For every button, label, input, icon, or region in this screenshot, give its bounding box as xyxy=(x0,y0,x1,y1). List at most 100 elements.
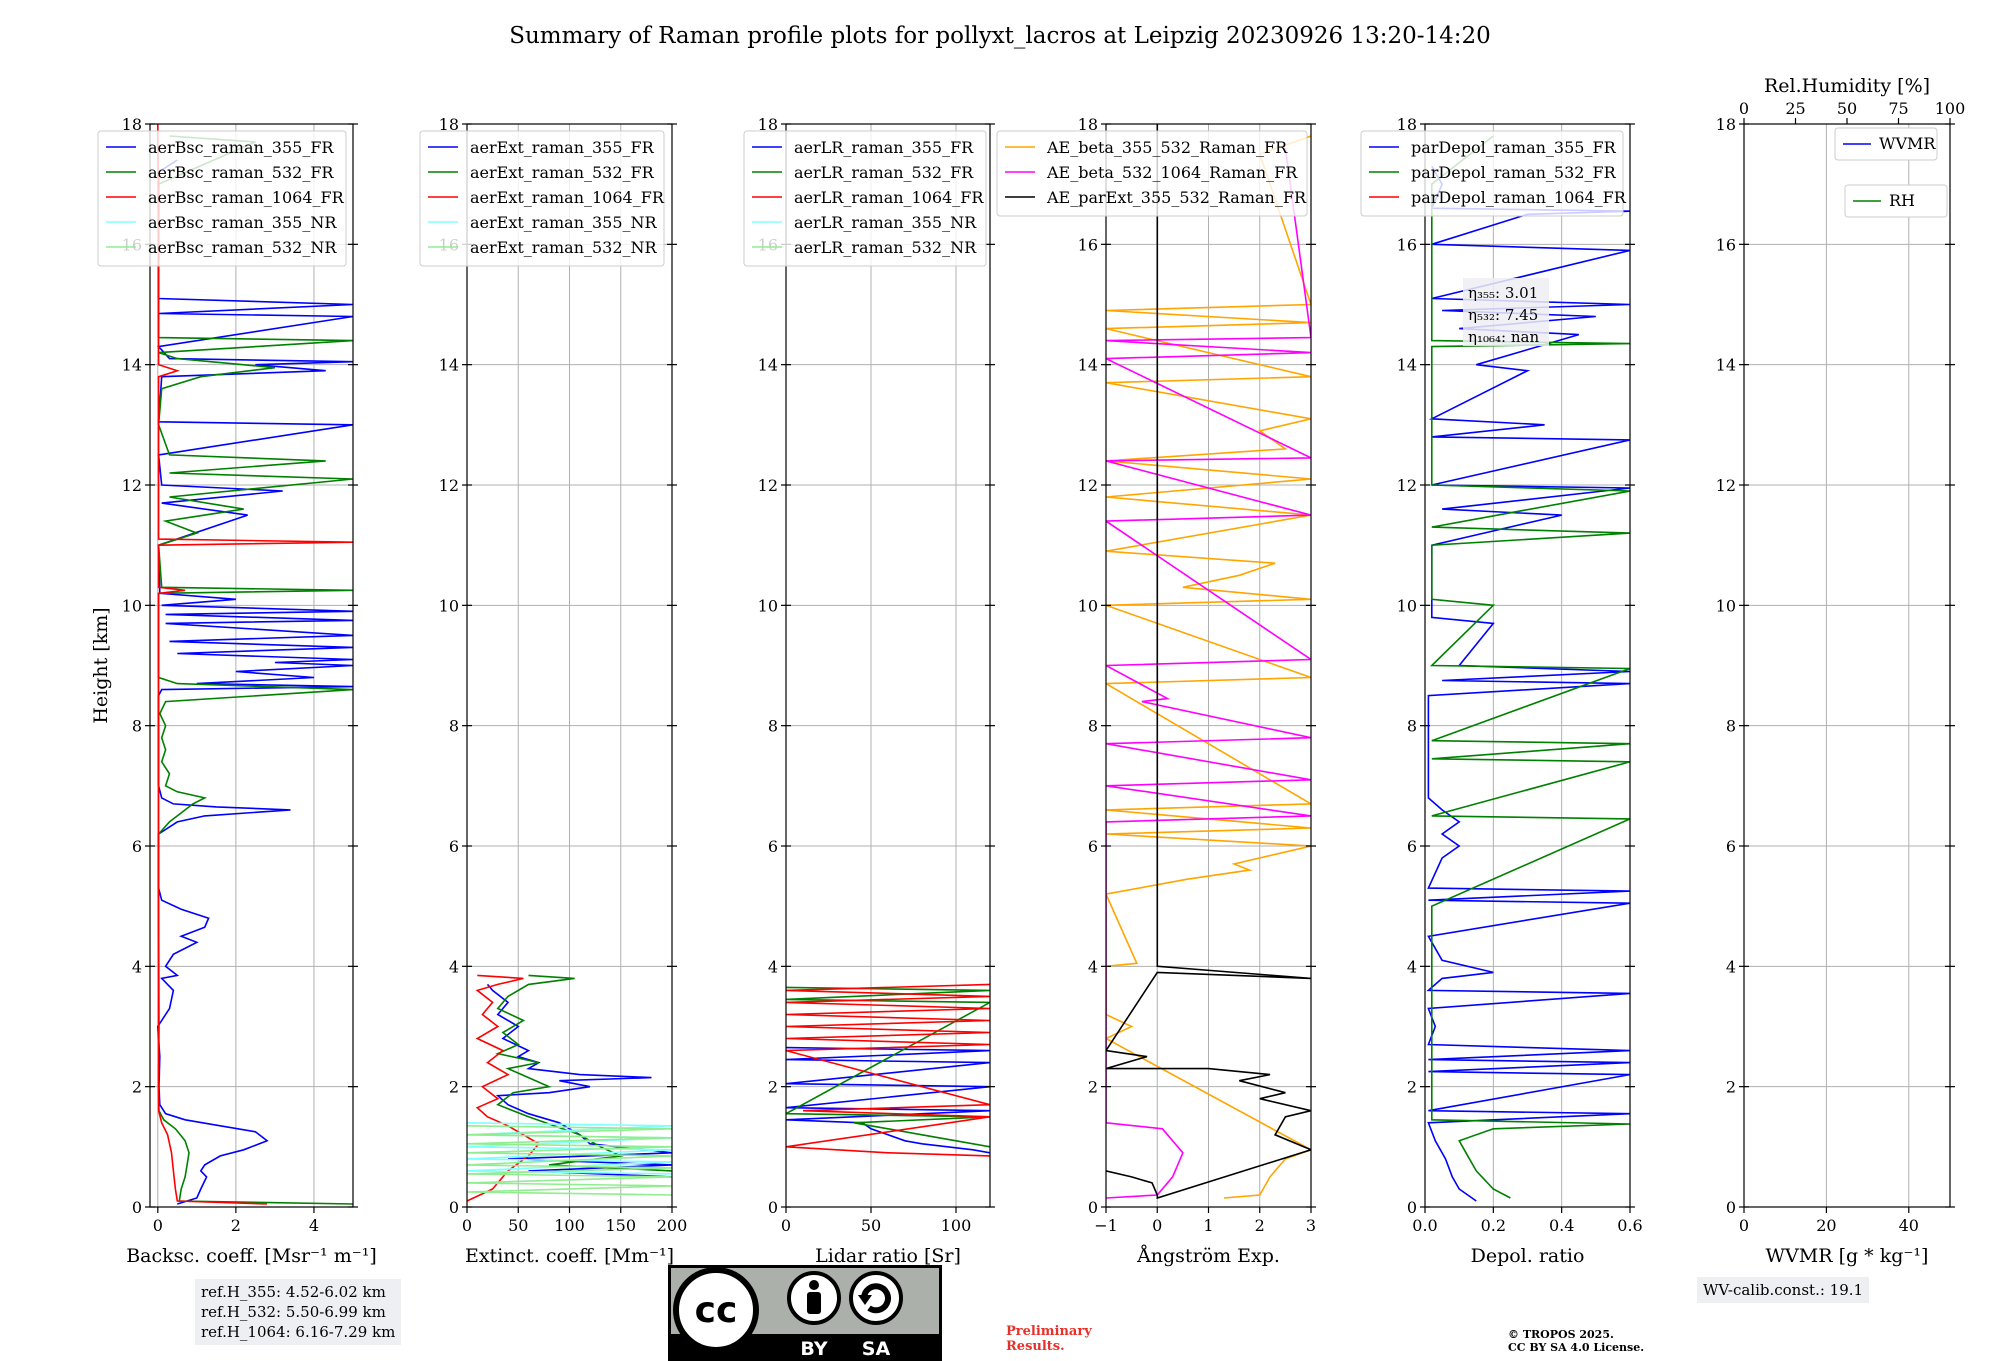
y-tick-label: 6 xyxy=(449,837,459,856)
y-tick-label: 14 xyxy=(1078,356,1098,375)
panel-bsc: 024681012141618024Backsc. coeff. [Msr⁻¹ … xyxy=(90,115,377,1267)
y-tick-label: 18 xyxy=(1078,115,1098,134)
y-tick-label: 14 xyxy=(439,356,459,375)
x-tick-label: 2 xyxy=(231,1216,241,1235)
legend-box xyxy=(1360,130,1624,217)
series-line-parDepol_raman_532_FR xyxy=(1429,135,1630,1199)
y-tick-label: 12 xyxy=(1397,476,1417,495)
y-tick-label: 0 xyxy=(1726,1198,1736,1217)
cc-circle-icon xyxy=(673,1267,759,1353)
legend-box xyxy=(97,130,347,267)
y-tick-label: 12 xyxy=(1078,476,1098,495)
axes-frame xyxy=(785,123,991,1208)
preliminary-note: Preliminary Results. xyxy=(1006,1324,1092,1354)
series-line-AE_beta_355_532_Raman_FR xyxy=(1106,135,1311,1199)
x-tick-label: 150 xyxy=(605,1216,636,1235)
y-tick-label: 4 xyxy=(449,957,459,976)
y-tick-label: 18 xyxy=(1397,115,1417,134)
x-tick-label: 1 xyxy=(1203,1216,1213,1235)
x-tick-label: 0.2 xyxy=(1481,1216,1506,1235)
y-tick-label: 14 xyxy=(1716,356,1736,375)
legend-label-aerBsc_raman_355_FR: aerBsc_raman_355_FR xyxy=(148,138,334,157)
panel-lr: 024681012141618050100Lidar ratio [Sr]aer… xyxy=(743,115,995,1267)
y-tick-label: 0 xyxy=(449,1198,459,1217)
legend-label-aerExt_raman_355_FR: aerExt_raman_355_FR xyxy=(470,138,655,157)
legend-box xyxy=(1834,127,1938,161)
series-line-aerLR_raman_1064_FR xyxy=(786,983,990,1157)
legend: parDepol_raman_355_FR parDepol_raman_532_… xyxy=(1360,130,1627,217)
legend-label-parDepol_raman_355_FR: parDepol_raman_355_FR xyxy=(1411,138,1617,157)
series-line-aerLR_raman_355_FR xyxy=(786,1046,990,1154)
y-tick-label: 2 xyxy=(449,1078,459,1097)
legend-label-RH: RH xyxy=(1889,191,1915,210)
x-axis-label: Lidar ratio [Sr] xyxy=(815,1245,961,1267)
y-axis-label: Height [km] xyxy=(90,607,112,723)
series-line-aerExt_raman_1064_FR xyxy=(467,974,541,1202)
x-tick-label: 0 xyxy=(153,1216,163,1235)
legend-label-AE_beta_532_1064_Raman_FR: AE_beta_532_1064_Raman_FR xyxy=(1046,163,1298,182)
eta-text: η₁₀₆₄: nan xyxy=(1468,328,1539,346)
series-group xyxy=(1106,124,1311,1200)
wv-calib-text: WV-calib.const.: 19.1 xyxy=(1703,1281,1864,1299)
series-line-parDepol_raman_355_FR xyxy=(1426,165,1630,1202)
y-tick-label: 4 xyxy=(1088,957,1098,976)
y-tick-label: 0 xyxy=(132,1198,142,1217)
y-tick-label: 10 xyxy=(758,596,778,615)
x-tick-label: 20 xyxy=(1816,1216,1836,1235)
legend: aerExt_raman_355_FR aerExt_raman_532_FRae… xyxy=(419,130,665,267)
axes-frame xyxy=(1424,123,1631,1208)
y-tick-label: 8 xyxy=(1088,717,1098,736)
y-tick-label: 10 xyxy=(439,596,459,615)
x-tick-label: 0 xyxy=(1739,1216,1749,1235)
series-line-aerBsc_raman_1064_FR xyxy=(157,124,353,1205)
legend-label-aerExt_raman_1064_FR: aerExt_raman_1064_FR xyxy=(470,188,665,207)
y-tick-label: 0 xyxy=(1407,1198,1417,1217)
top-x-tick-label: 25 xyxy=(1785,99,1805,118)
x-tick-label: 50 xyxy=(861,1216,881,1235)
series-group xyxy=(467,974,672,1202)
x-tick-label: 100 xyxy=(554,1216,585,1235)
top-x-tick-label: 50 xyxy=(1837,99,1857,118)
x-tick-label: 2 xyxy=(1255,1216,1265,1235)
y-tick-label: 10 xyxy=(1716,596,1736,615)
y-tick-label: 6 xyxy=(1088,837,1098,856)
preliminary-line-2: Results. xyxy=(1006,1339,1065,1354)
y-tick-label: 12 xyxy=(122,476,142,495)
ref-height-355: ref.H_355: 4.52-6.02 km xyxy=(201,1283,386,1301)
y-tick-label: 2 xyxy=(768,1078,778,1097)
series-line-aerBsc_raman_355_FR xyxy=(156,159,353,1205)
figure-title: Summary of Raman profile plots for polly… xyxy=(509,23,1491,49)
top-x-tick-label: 100 xyxy=(1935,99,1966,118)
x-axis-label: Ångström Exp. xyxy=(1136,1245,1280,1267)
x-tick-label: 3 xyxy=(1306,1216,1316,1235)
copyright-line-2: CC BY SA 4.0 License. xyxy=(1508,1341,1645,1354)
y-tick-label: 4 xyxy=(1726,957,1736,976)
legend-label-aerExt_raman_355_NR: aerExt_raman_355_NR xyxy=(470,213,658,232)
y-tick-label: 18 xyxy=(758,115,778,134)
legend: AE_beta_355_532_Raman_FR AE_beta_532_1064… xyxy=(996,130,1308,217)
cc-by-label: BY xyxy=(800,1338,827,1360)
legend-box xyxy=(743,130,987,267)
y-tick-label: 4 xyxy=(132,957,142,976)
series-group xyxy=(156,124,353,1205)
y-tick-label: 0 xyxy=(1088,1198,1098,1217)
axes-frame xyxy=(1743,123,1951,1208)
y-tick-label: 2 xyxy=(1407,1078,1417,1097)
y-tick-label: 14 xyxy=(758,356,778,375)
axes-frame xyxy=(149,123,354,1208)
top-x-tick-label: 75 xyxy=(1888,99,1908,118)
ref-height-532: ref.H_532: 5.50-6.99 km xyxy=(201,1303,386,1321)
y-tick-label: 6 xyxy=(1726,837,1736,856)
legend-label-aerExt_raman_532_FR: aerExt_raman_532_FR xyxy=(470,163,655,182)
y-tick-label: 8 xyxy=(1407,717,1417,736)
legend-label-aerBsc_raman_532_NR: aerBsc_raman_532_NR xyxy=(148,238,337,257)
eta-text: η₃₅₅: 3.01 xyxy=(1468,284,1538,302)
panel-ext: 024681012141618050100150200Extinct. coef… xyxy=(419,115,687,1267)
legend-label-AE_parExt_355_532_Raman_FR: AE_parExt_355_532_Raman_FR xyxy=(1046,188,1307,207)
series-line-AE_beta_532_1064_Raman_FR xyxy=(1106,147,1311,1199)
y-tick-label: 16 xyxy=(1397,235,1417,254)
y-tick-label: 12 xyxy=(439,476,459,495)
legend-box xyxy=(419,130,665,267)
series-line-aerLR_raman_532_FR xyxy=(786,986,990,1148)
